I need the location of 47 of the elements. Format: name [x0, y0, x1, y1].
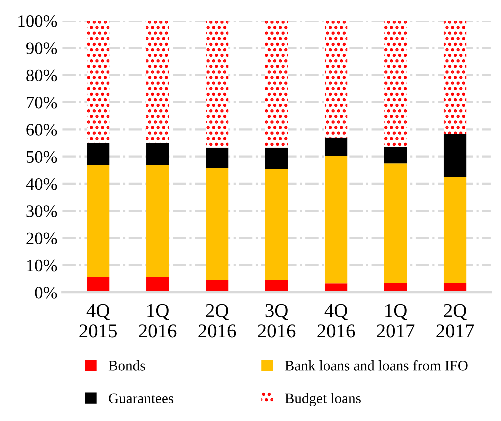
x-tick-label: 4Q 2015 — [80, 304, 118, 338]
x-tick-label: 1Q 2017 — [377, 304, 415, 338]
bar — [146, 21, 170, 144]
bar — [384, 164, 408, 284]
bar — [266, 21, 288, 148]
bar — [266, 280, 288, 293]
y-tick-label: 40% — [26, 178, 58, 190]
y-tick-label: 70% — [27, 96, 58, 109]
bar — [444, 177, 467, 284]
bar — [266, 169, 288, 280]
bar — [87, 166, 110, 278]
bar — [266, 148, 288, 170]
bar — [384, 147, 408, 164]
bar — [324, 21, 348, 138]
bar — [87, 277, 110, 293]
bar — [444, 21, 467, 134]
y-tick-label: 100% — [18, 16, 58, 28]
legend-label: Bonds — [108, 360, 146, 371]
bar — [146, 166, 170, 278]
legend-label: Budget loans — [285, 393, 361, 407]
bar — [206, 21, 229, 148]
x-tick-label: 2Q 2017 — [436, 304, 474, 338]
x-tick-label: 2Q 2016 — [198, 304, 236, 338]
bar — [324, 138, 348, 156]
y-tick-label: 80% — [26, 70, 58, 82]
x-tick-label: 4Q 2016 — [318, 304, 356, 338]
y-tick-label: 20% — [26, 232, 58, 245]
bar — [87, 144, 110, 166]
bar — [206, 280, 229, 293]
legend-label: Guarantees — [109, 394, 174, 404]
y-tick-label: 50% — [26, 151, 58, 164]
y-tick-label: 0% — [35, 287, 58, 299]
bar — [444, 134, 467, 178]
bar — [87, 21, 110, 144]
y-tick-label: 60% — [26, 124, 58, 136]
bar — [146, 144, 170, 166]
bar — [206, 148, 229, 168]
y-tick-label: 10% — [27, 260, 58, 272]
bar — [384, 21, 408, 148]
bar — [146, 277, 170, 293]
bar — [206, 168, 229, 280]
y-tick-label: 90% — [26, 42, 58, 54]
legend-label: Bank loans and loans from IFO — [285, 360, 468, 371]
x-tick-label: 1Q 2016 — [139, 304, 177, 338]
x-tick-label: 3Q 2016 — [258, 304, 296, 338]
y-tick-label: 30% — [26, 206, 58, 218]
bar — [324, 156, 348, 284]
